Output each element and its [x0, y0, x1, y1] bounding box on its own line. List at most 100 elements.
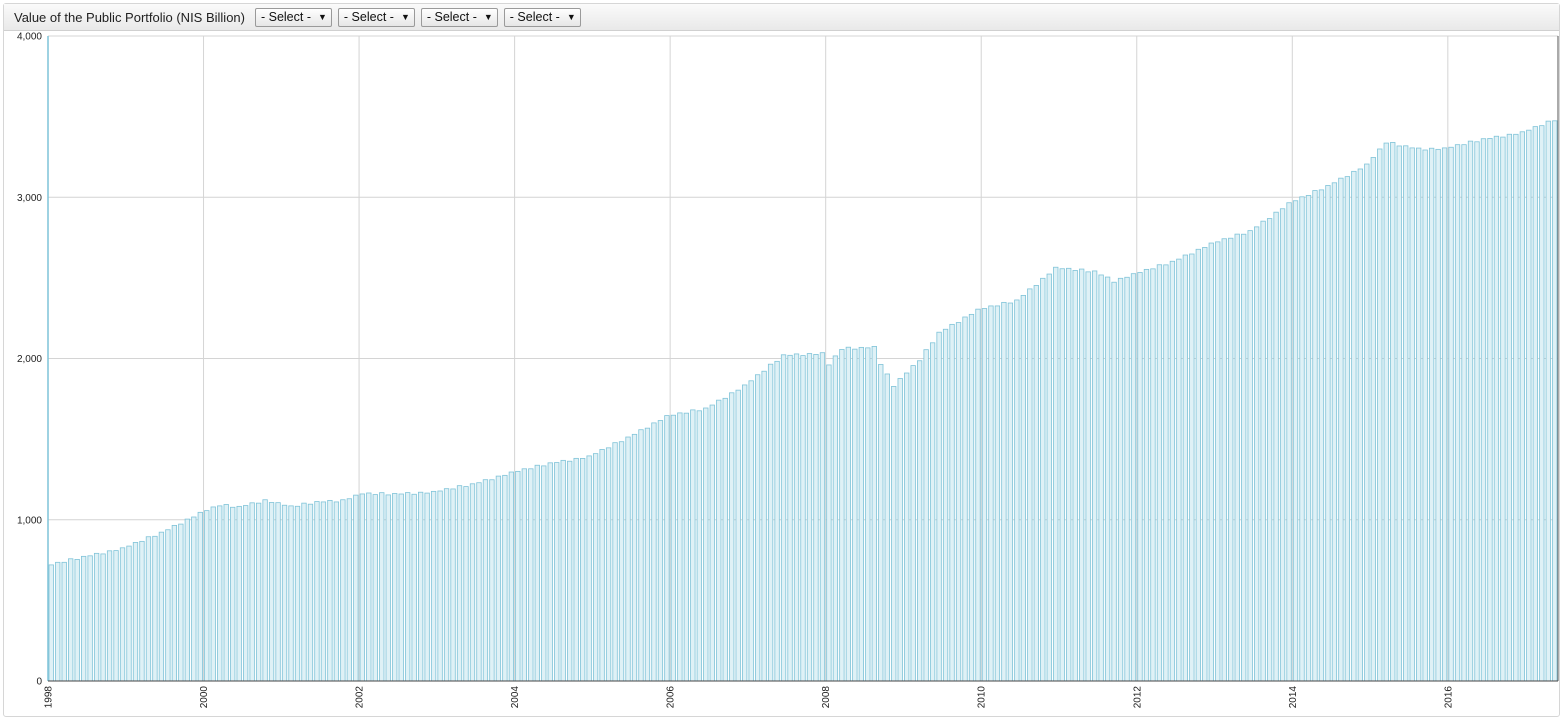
bar[interactable] — [1441, 147, 1448, 682]
bar[interactable] — [392, 493, 398, 682]
bar[interactable] — [1344, 176, 1351, 682]
bar[interactable] — [1461, 144, 1467, 682]
bar[interactable] — [949, 323, 955, 682]
bar[interactable] — [314, 501, 320, 682]
bar[interactable] — [340, 499, 346, 682]
bar[interactable] — [184, 518, 190, 682]
bar[interactable] — [1428, 147, 1435, 682]
bar[interactable] — [171, 524, 178, 682]
bar[interactable] — [722, 397, 728, 682]
bar[interactable] — [554, 462, 560, 682]
bar[interactable] — [729, 392, 735, 682]
filter-select-1[interactable]: - Select - ▼ — [254, 7, 332, 27]
bar[interactable] — [430, 490, 437, 682]
bar[interactable] — [703, 407, 709, 682]
bar[interactable] — [1221, 238, 1227, 682]
bar[interactable] — [1007, 302, 1014, 682]
bar[interactable] — [580, 458, 586, 682]
bar[interactable] — [327, 499, 333, 682]
bar[interactable] — [1150, 268, 1156, 682]
bar[interactable] — [515, 470, 521, 682]
bar[interactable] — [1539, 125, 1545, 682]
bar[interactable] — [1117, 277, 1124, 682]
bar[interactable] — [1241, 233, 1247, 682]
bar[interactable] — [1480, 138, 1487, 682]
bar[interactable] — [106, 550, 113, 682]
bar[interactable] — [806, 353, 813, 682]
bar[interactable] — [469, 483, 476, 682]
bar[interactable] — [281, 504, 288, 682]
bar[interactable] — [476, 482, 482, 682]
bar[interactable] — [962, 316, 968, 682]
bar[interactable] — [1156, 264, 1163, 682]
bar[interactable] — [1325, 185, 1331, 682]
bar[interactable] — [262, 499, 268, 682]
bar[interactable] — [677, 412, 683, 682]
bar[interactable] — [1370, 157, 1376, 682]
bar[interactable] — [1202, 247, 1208, 682]
bar[interactable] — [1409, 147, 1415, 682]
bar[interactable] — [1234, 233, 1240, 682]
bar[interactable] — [113, 550, 119, 682]
bar[interactable] — [1526, 129, 1532, 682]
bar[interactable] — [774, 360, 780, 682]
bar[interactable] — [1266, 218, 1273, 682]
bar[interactable] — [813, 354, 819, 682]
bar[interactable] — [1215, 241, 1221, 682]
bar[interactable] — [573, 457, 579, 682]
filter-select-4[interactable]: - Select - ▼ — [503, 7, 581, 27]
bar[interactable] — [307, 503, 314, 682]
bar[interactable] — [1357, 168, 1363, 682]
bar[interactable] — [910, 365, 916, 682]
bar[interactable] — [547, 462, 553, 682]
bar[interactable] — [48, 564, 54, 682]
bar[interactable] — [255, 502, 262, 682]
bar[interactable] — [443, 488, 450, 682]
bar[interactable] — [126, 545, 132, 682]
bar[interactable] — [223, 504, 229, 682]
bar[interactable] — [1513, 133, 1519, 682]
bar[interactable] — [93, 552, 100, 682]
bar[interactable] — [923, 349, 929, 682]
bar[interactable] — [709, 404, 715, 682]
bar[interactable] — [1506, 133, 1513, 682]
bar[interactable] — [1137, 272, 1143, 682]
bar[interactable] — [955, 322, 962, 682]
bar[interactable] — [1228, 237, 1234, 682]
bar[interactable] — [1053, 266, 1059, 682]
bar[interactable] — [372, 494, 378, 682]
bar[interactable] — [437, 490, 443, 682]
bar[interactable] — [534, 464, 540, 682]
bar[interactable] — [929, 342, 936, 682]
bar[interactable] — [1312, 190, 1318, 682]
bar[interactable] — [839, 349, 845, 682]
bar[interactable] — [178, 523, 184, 682]
bar[interactable] — [417, 491, 424, 682]
bar[interactable] — [68, 558, 74, 682]
bar[interactable] — [333, 501, 340, 682]
bar[interactable] — [197, 511, 203, 682]
bar[interactable] — [800, 355, 806, 682]
bar[interactable] — [1111, 281, 1117, 682]
bar[interactable] — [301, 502, 307, 682]
bar[interactable] — [191, 516, 197, 682]
bar[interactable] — [139, 540, 145, 682]
bar[interactable] — [132, 542, 139, 682]
bar[interactable] — [1014, 299, 1020, 682]
bar[interactable] — [521, 468, 527, 682]
bar[interactable] — [942, 328, 949, 682]
bar[interactable] — [1033, 285, 1039, 682]
bar[interactable] — [1066, 267, 1072, 682]
bar[interactable] — [502, 474, 508, 682]
bar[interactable] — [592, 453, 599, 682]
bar[interactable] — [1260, 220, 1266, 682]
bar[interactable] — [625, 436, 631, 682]
bar[interactable] — [1273, 211, 1279, 682]
bar[interactable] — [450, 488, 456, 682]
bar[interactable] — [716, 399, 722, 682]
bar[interactable] — [119, 547, 126, 682]
bar[interactable] — [683, 412, 689, 682]
bar[interactable] — [1292, 200, 1299, 682]
bar[interactable] — [463, 486, 469, 682]
bar[interactable] — [1435, 148, 1441, 682]
